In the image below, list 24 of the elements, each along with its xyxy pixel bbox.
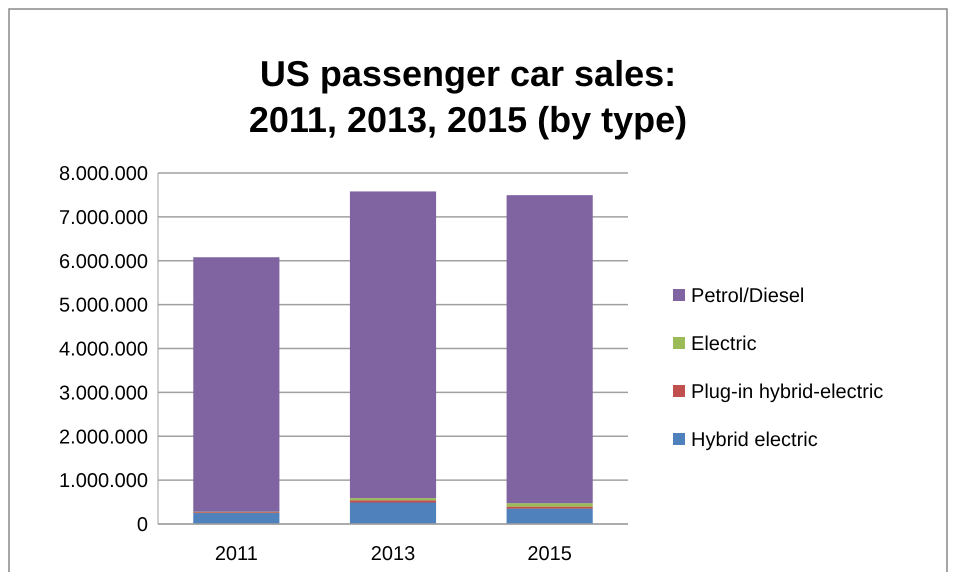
bar bbox=[350, 502, 436, 524]
y-tick-label: 3.000.000 bbox=[59, 382, 148, 404]
bar bbox=[193, 257, 280, 512]
bar bbox=[506, 195, 593, 504]
y-tick-label: 6.000.000 bbox=[59, 250, 148, 273]
bar bbox=[506, 508, 593, 524]
y-tick-label: 0 bbox=[136, 514, 148, 536]
y-tick-label: 8.000.000 bbox=[59, 163, 148, 185]
legend-label: Plug-in hybrid-electric bbox=[691, 381, 884, 403]
chart-title: US passenger car sales: 2011, 2013, 2015 (by type) bbox=[248, 53, 688, 140]
x-tick-label: 2011 bbox=[214, 543, 258, 565]
legend-label: Petrol/Diesel bbox=[691, 285, 804, 307]
legend-label: Electric bbox=[691, 333, 757, 355]
bar bbox=[193, 513, 280, 524]
bar bbox=[350, 191, 436, 498]
bar bbox=[506, 503, 593, 507]
y-tick-label: 1.000.000 bbox=[59, 470, 148, 492]
y-tick-label: 5.000.000 bbox=[59, 294, 148, 317]
legend-label: Hybrid electric bbox=[691, 429, 818, 451]
y-tick-label: 4.000.000 bbox=[59, 338, 148, 360]
y-tick-label: 7.000.000 bbox=[59, 206, 148, 229]
y-tick-label: 2.000.000 bbox=[59, 426, 148, 448]
x-tick-label: 2013 bbox=[370, 543, 416, 565]
x-tick-label: 2015 bbox=[527, 543, 572, 565]
